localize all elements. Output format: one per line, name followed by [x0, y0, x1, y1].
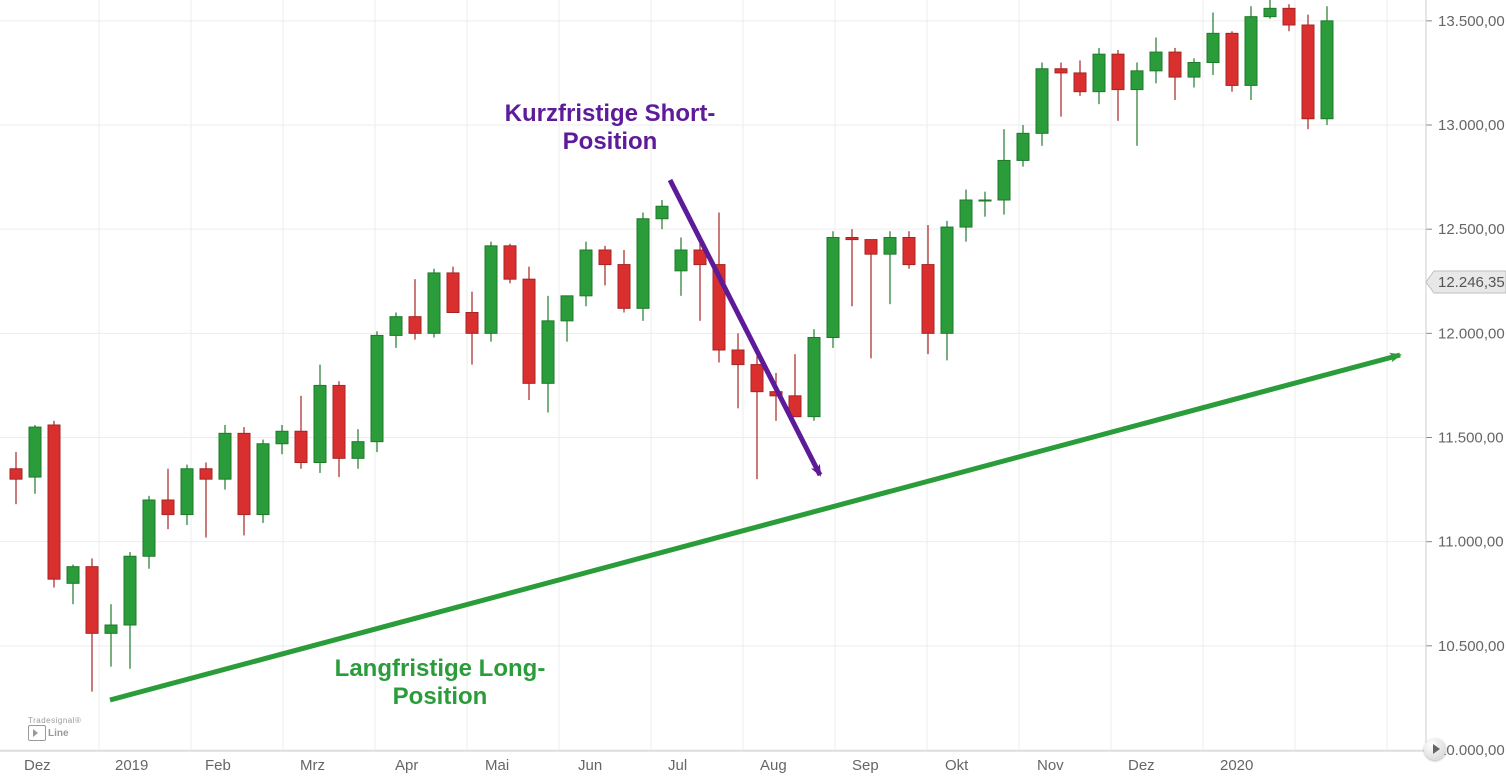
- watermark: Tradesignal® Line: [28, 716, 81, 741]
- svg-text:13.000,00: 13.000,00: [1438, 117, 1505, 134]
- svg-text:12.500,00: 12.500,00: [1438, 221, 1505, 238]
- svg-text:11.500,00: 11.500,00: [1438, 430, 1504, 447]
- svg-text:2020: 2020: [1220, 757, 1253, 774]
- svg-text:Feb: Feb: [205, 757, 231, 774]
- svg-text:Jul: Jul: [668, 757, 687, 774]
- svg-text:Jun: Jun: [578, 757, 602, 774]
- svg-text:2019: 2019: [115, 757, 148, 774]
- svg-text:Nov: Nov: [1037, 757, 1064, 774]
- svg-text:11.000,00: 11.000,00: [1438, 534, 1504, 551]
- watermark-top: Tradesignal®: [28, 716, 81, 725]
- chart-svg: 10.000,00 10.500,00 11.000,00 11.500,00 12.0…: [0, 0, 1506, 778]
- watermark-main: Line: [48, 728, 69, 739]
- svg-text:13.500,00: 13.500,00: [1438, 13, 1505, 30]
- svg-text:Aug: Aug: [760, 757, 787, 774]
- candlestick-chart: 10.000,00 10.500,00 11.000,00 11.500,00 12.0…: [0, 0, 1506, 778]
- svg-text:Sep: Sep: [852, 757, 879, 774]
- play-button[interactable]: [1424, 738, 1446, 760]
- svg-text:Dez: Dez: [24, 757, 51, 774]
- svg-text:12.000,00: 12.000,00: [1438, 325, 1505, 342]
- svg-text:12.246,35: 12.246,35: [1438, 274, 1505, 291]
- svg-text:Apr: Apr: [395, 757, 418, 774]
- svg-text:10.500,00: 10.500,00: [1438, 638, 1505, 655]
- svg-text:Mrz: Mrz: [300, 757, 325, 774]
- watermark-icon: [28, 725, 46, 741]
- svg-text:Dez: Dez: [1128, 757, 1155, 774]
- svg-text:10.000,00: 10.000,00: [1438, 742, 1505, 759]
- svg-text:Okt: Okt: [945, 757, 969, 774]
- svg-text:Mai: Mai: [485, 757, 509, 774]
